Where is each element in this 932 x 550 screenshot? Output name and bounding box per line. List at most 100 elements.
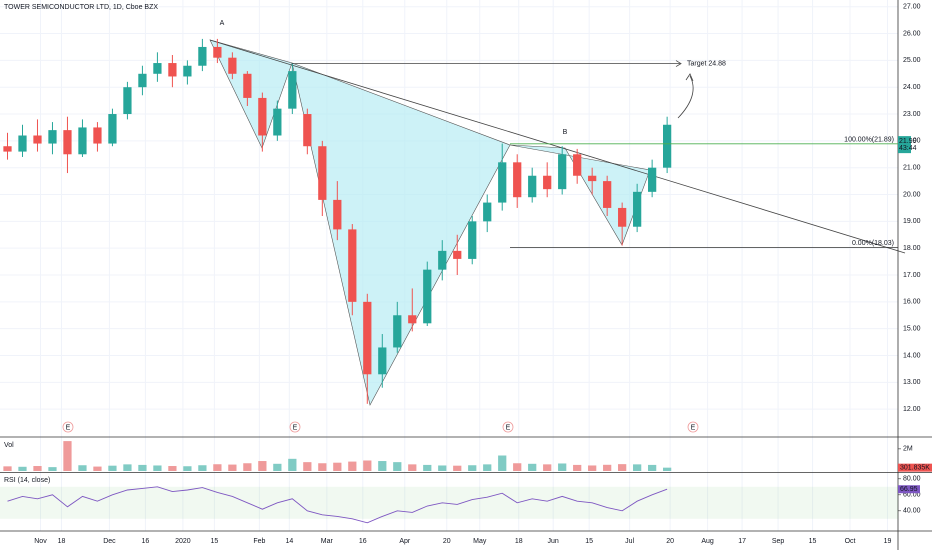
candle-body [573,154,582,176]
candle-body [168,63,177,77]
y-tick-label: 15.00 [903,326,921,333]
rsi-value-label: 66.95 [900,486,918,493]
x-tick-label: Jul [625,538,634,545]
volume-bar [618,464,627,471]
x-tick-label: 14 [285,538,293,545]
candle-body [273,108,282,136]
volume-bar [348,461,357,471]
candle-body [243,73,252,98]
x-tick-label: Sep [772,538,785,545]
y-tick-label: 26.00 [903,30,921,37]
candle-body [483,202,492,222]
volume-bar [528,463,537,471]
y-tick-label: 24.00 [903,84,921,91]
x-tick-label: 2020 [175,538,191,545]
candle-body [198,46,207,66]
candle-body [378,347,387,375]
earnings-marker [62,421,74,433]
earnings-label: E [66,424,71,431]
earnings-marker [687,421,699,433]
y-tick-label: 40.00 [903,508,921,515]
volume-bar [228,464,237,471]
rsi-band [0,486,898,519]
candle-body [258,97,267,136]
volume-bar [123,464,132,471]
earnings-marker [289,421,301,433]
volume-bar [513,463,522,471]
x-tick-label: Dec [103,538,116,545]
candle-body [588,175,597,182]
candle-body [453,250,462,259]
candle-body [528,175,537,198]
x-tick-label: Nov [34,538,47,545]
earnings-label: E [506,424,511,431]
volume-bar [3,466,12,471]
candle-body [513,162,522,198]
y-tick-label: 27.00 [903,4,921,11]
volume-bar [243,463,252,471]
candle-body [288,71,297,109]
volume-bar [63,441,72,471]
volume-bar [18,466,27,471]
y-tick-label: 12.00 [903,406,921,413]
candle-body [93,127,102,144]
volume-value-label: 301.835K [900,465,930,472]
volume-bar [603,464,612,471]
y-tick-label: 19.00 [903,218,921,225]
x-tick-label: 17 [738,538,746,545]
volume-bar [498,455,507,471]
candle-body [108,114,117,144]
x-tick-label: Jun [548,538,559,545]
candle-body [648,167,657,192]
x-tick-label: 19 [884,538,892,545]
volume-bar [333,462,342,471]
volume-bar [198,465,207,471]
volume-bar [453,465,462,471]
candle-body [333,199,342,230]
pattern-point-label: A [220,20,225,27]
volume-title: Vol [4,442,14,449]
x-tick-label: 15 [585,538,593,545]
volume-bar [153,465,162,471]
target-label: Target 24.88 [687,60,726,67]
candle-body [423,269,432,324]
candle-body [543,175,552,190]
candle-body [348,229,357,302]
y-tick-label: 2M [903,446,913,453]
volume-bar [183,466,192,471]
volume-bar [588,465,597,471]
volume-bar [633,464,642,471]
volume-bar [543,464,552,471]
volume-bar [273,463,282,471]
candle-body [438,250,447,270]
candle-body [663,124,672,168]
volume-bar [393,462,402,471]
candle-body [603,181,612,208]
rsi-tag [898,485,920,494]
volume-bar [558,463,567,471]
volume-bar [648,464,657,471]
volume-bar [468,465,477,471]
y-tick-label: 20.00 [903,191,921,198]
volume-bar [288,458,297,471]
x-tick-label: Apr [399,538,411,545]
volume-bar [168,466,177,471]
candle-body [408,315,417,324]
candle-body [558,154,567,190]
volume-bar [78,465,87,471]
volume-bar [408,464,417,471]
y-tick-label: 16.00 [903,299,921,306]
volume-bar [213,464,222,471]
candle-body [468,221,477,259]
rsi-line [7,486,668,524]
countdown-label: 43:44 [899,145,917,152]
x-tick-label: 15 [809,538,817,545]
candle-body [33,135,42,144]
x-tick-label: 16 [359,538,367,545]
candle-body [318,146,327,200]
volume-bar [663,467,672,471]
volume-bar [33,466,42,471]
candle-body [303,114,312,147]
volume-bar [48,467,57,471]
